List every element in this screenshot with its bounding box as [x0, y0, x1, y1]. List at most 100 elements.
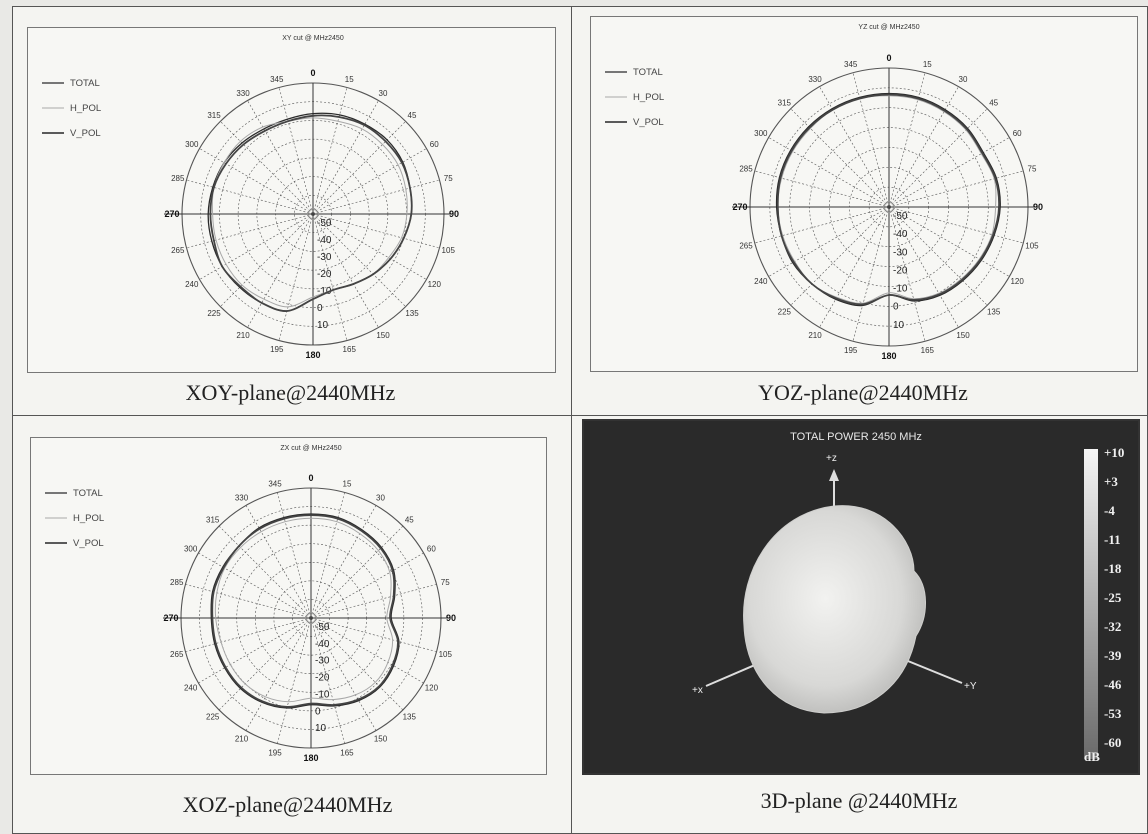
yoz-angle-tick: 270 [732, 202, 747, 212]
yoz-angle-tick: 225 [778, 308, 792, 317]
xoy-angle-tick: 330 [236, 89, 250, 98]
yoz-grid-spoke [888, 206, 1024, 244]
yoz-radial-tick: -40 [893, 229, 908, 240]
yoz-angle-tick: 150 [956, 331, 970, 340]
xoz-caption: XOZ-plane@2440MHz [182, 792, 393, 817]
xoz-legend-label: H_POL [73, 513, 104, 524]
xoz-legend-label: TOTAL [73, 488, 103, 499]
xoz-angle-tick: 90 [446, 613, 456, 623]
yoz-grid-spoke [888, 206, 926, 342]
xoy-angle-tick: 135 [405, 309, 419, 318]
xoz-angle-tick: 165 [340, 748, 354, 757]
xoz-angle-tick: 135 [403, 712, 417, 721]
xoy-plot-title: XY cut @ MHz2450 [282, 35, 344, 42]
xoy-grid-spoke [312, 100, 379, 215]
3d-caption: 3D-plane @2440MHz [760, 788, 958, 813]
xoy-polar-chart: XY cut @ MHz2450 0 15 30 45 60 75 90 105 120 135 15… [42, 35, 459, 360]
xoz-angle-tick: 30 [376, 494, 385, 503]
yoz-angle-tick: 240 [754, 277, 768, 286]
yoz-caption: YOZ-plane@2440MHz [758, 380, 968, 405]
xoz-series-v_pol [211, 514, 399, 708]
xoy-series-h_pol [211, 117, 408, 308]
yoz-grid-spoke [888, 206, 959, 328]
xoy-grid-spoke [278, 87, 314, 215]
yoz-angle-tick: 330 [808, 75, 822, 84]
3d-radiation-pattern [743, 505, 926, 714]
xoz-grid-spoke [310, 617, 424, 684]
yoz-series-h_pol [777, 95, 997, 304]
yoz-legend-label: V_POL [633, 117, 664, 128]
xoy-radial-tick: -40 [317, 235, 332, 246]
xoy-grid-spoke [220, 213, 314, 307]
xoz-grid-spoke [277, 492, 312, 619]
xoy-grid-spoke [312, 121, 406, 215]
yoz-radial-tick: -50 [893, 211, 908, 222]
xoz-angle-tick: 45 [405, 516, 414, 525]
xoy-grid-spoke [247, 100, 314, 215]
db-scale-tick: -53 [1104, 706, 1122, 721]
xoz-angle-tick: 315 [206, 516, 220, 525]
yoz-radial-tick: -10 [893, 284, 908, 295]
yoz-angle-tick: 210 [808, 331, 822, 340]
yoz-angle-tick: 0 [886, 53, 891, 63]
xoz-series-h_pol [214, 517, 394, 703]
xoy-radial-tick: 0 [317, 303, 323, 314]
xoy-angle-tick: 90 [449, 209, 459, 219]
xoz-grid-spoke [310, 584, 437, 619]
db-scale-tick: -25 [1104, 590, 1122, 605]
z-axis-label: +z [826, 453, 837, 464]
yoz-radial-tick: 0 [893, 302, 899, 313]
3d-pattern-view: TOTAL POWER 2450 MHz +z +x +Y +10 +3 -4 -11 -18 -… [582, 419, 1140, 775]
yoz-angle-tick: 315 [778, 98, 792, 107]
xoz-grid-spoke [310, 505, 377, 619]
xoy-grid-spoke [247, 213, 314, 328]
xoy-angle-tick: 0 [310, 68, 315, 78]
yoz-grid-spoke [888, 108, 988, 208]
yoz-plot-frame: YZ cut @ MHz2450 0 15 30 45 60 75 90 105 120 135 15… [590, 16, 1138, 372]
db-scale-tick: -18 [1104, 561, 1122, 576]
xoz-radial-tick: 10 [315, 723, 327, 734]
xoy-angle-tick: 315 [207, 111, 221, 120]
yoz-grid-spoke [888, 206, 988, 306]
xoz-angle-tick: 345 [268, 480, 282, 489]
yoz-angle-tick: 105 [1025, 241, 1039, 250]
xoy-angle-tick: 285 [171, 174, 185, 183]
yoz-plot-title: YZ cut @ MHz2450 [858, 24, 919, 31]
yoz-angle-tick: 345 [844, 60, 858, 69]
xoy-grid-spoke [312, 179, 440, 215]
yoz-grid-spoke [754, 170, 890, 208]
yoz-angle-tick: 285 [739, 165, 753, 174]
db-scale-tick: -46 [1104, 677, 1122, 692]
xoz-angle-tick: 0 [308, 473, 313, 483]
xoy-grid-spoke [312, 213, 348, 341]
xoz-radial-tick: -30 [315, 656, 330, 667]
xoy-grid-spoke [199, 148, 314, 215]
xoy-angle-tick: 270 [164, 209, 179, 219]
xoy-angle-tick: 345 [270, 75, 284, 84]
yoz-grid-spoke [790, 206, 890, 306]
yoz-grid-spoke [852, 206, 890, 342]
xoy-grid-spoke [312, 213, 406, 307]
xoz-angle-tick: 120 [425, 684, 439, 693]
xoz-grid-spoke [310, 552, 424, 619]
db-scale-tick: +10 [1104, 445, 1124, 460]
xoy-plot-frame: XY cut @ MHz2450 0 15 30 45 60 75 90 105 120 135 15… [27, 27, 556, 373]
yoz-grid-spoke [790, 108, 890, 208]
yoz-angle-tick: 75 [1028, 165, 1037, 174]
yoz-grid-spoke [768, 206, 890, 277]
xoz-plot-title: ZX cut @ MHz2450 [280, 445, 341, 452]
xoy-caption: XOY-plane@2440MHz [185, 380, 396, 405]
xoz-grid-spoke [310, 617, 377, 731]
xoy-legend-label: TOTAL [70, 78, 100, 89]
xoz-series-total [210, 513, 400, 709]
xoz-angle-tick: 180 [303, 753, 318, 763]
yoz-grid-spoke [768, 137, 890, 208]
yoz-angle-tick: 135 [987, 308, 1001, 317]
db-scale-tick: -11 [1104, 532, 1121, 547]
yoz-grid-spoke [888, 170, 1024, 208]
xoy-legend-label: V_POL [70, 128, 101, 139]
yoz-angle-tick: 90 [1033, 202, 1043, 212]
xoz-legend-label: V_POL [73, 538, 104, 549]
xoz-angle-tick: 265 [170, 650, 184, 659]
yoz-grid-spoke [888, 137, 1010, 208]
